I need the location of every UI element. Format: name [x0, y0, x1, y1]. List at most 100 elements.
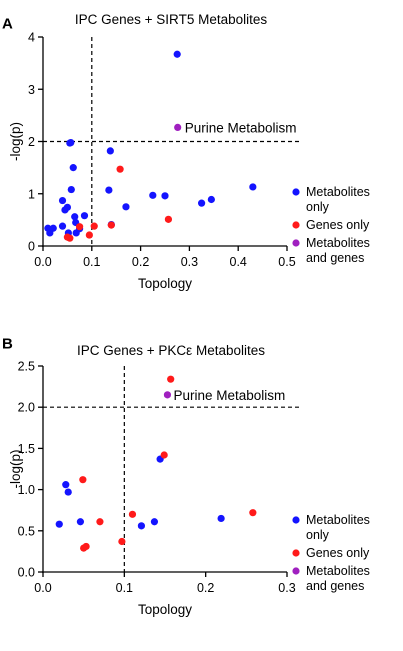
legend-marker [292, 516, 300, 524]
data-point [90, 222, 98, 230]
data-point [96, 518, 104, 526]
data-point [55, 520, 63, 528]
data-point [164, 215, 173, 223]
data-point [118, 537, 126, 546]
x-tick-label: 0.1 [83, 255, 100, 269]
y-tick-label: 3 [28, 83, 35, 97]
panel-label: B [2, 335, 13, 352]
data-point [150, 518, 159, 526]
data-point [79, 476, 87, 484]
data-point [128, 510, 137, 518]
y-tick-label: 2.0 [18, 401, 35, 415]
data-point [66, 234, 74, 242]
data-point [71, 213, 79, 221]
legend-marker [292, 239, 300, 247]
legend-label: Metabolites [306, 185, 370, 199]
y-tick-label: 2 [28, 135, 35, 149]
data-point [58, 222, 67, 230]
panel-label: A [2, 15, 13, 32]
data-point [163, 391, 172, 399]
x-tick-label: 0.5 [278, 255, 295, 269]
data-point [137, 522, 146, 530]
series-both [163, 391, 172, 399]
data-point [49, 224, 57, 232]
y-axis-label: -log(p) [8, 122, 23, 161]
legend-label: only [306, 528, 330, 542]
data-point [63, 203, 71, 211]
legend-label: Metabolites [306, 564, 370, 578]
data-point [76, 518, 85, 526]
data-point [64, 488, 72, 496]
series-genes [63, 165, 173, 242]
data-point [116, 165, 124, 173]
data-point [160, 451, 168, 459]
data-point [207, 195, 215, 204]
y-tick-label: 2.5 [18, 360, 35, 374]
y-axis-label: -log(p) [8, 449, 23, 488]
y-tick-label: 1 [28, 187, 35, 201]
data-point [76, 223, 84, 231]
y-tick-label: 4 [28, 31, 35, 45]
data-point [174, 123, 182, 131]
data-point [161, 192, 169, 200]
legend-marker [292, 567, 300, 575]
y-tick-label: 1.0 [18, 483, 35, 497]
data-point [249, 183, 257, 191]
chart-title: IPC Genes + PKCε Metabolites [77, 343, 265, 358]
data-point [167, 375, 175, 383]
legend-label: Metabolites [306, 236, 370, 250]
panel-b: B IPC Genes + PKCε Metabolites 0.0 0.5 1.0 1.… [2, 335, 370, 617]
data-point [217, 514, 225, 523]
data-point [62, 481, 70, 489]
chart-title: IPC Genes + SIRT5 Metabolites [75, 12, 267, 27]
data-point [82, 542, 90, 551]
data-point [105, 186, 113, 194]
data-point [67, 185, 75, 194]
panel-a: A IPC Genes + SIRT5 Metabolites 0 1 2 3 4 0.0 0.… [2, 12, 370, 291]
series-metabolites [44, 50, 257, 237]
data-point [67, 138, 75, 147]
data-point [58, 196, 67, 205]
data-point [107, 221, 115, 229]
legend-marker [292, 549, 300, 557]
annotation-purine-metabolism: Purine Metabolism [173, 388, 285, 403]
x-axis-label: Topology [138, 276, 192, 291]
x-tick-label: 0.0 [34, 255, 51, 269]
legend-label: only [306, 200, 330, 214]
legend-label: and genes [306, 579, 364, 593]
legend-label: and genes [306, 251, 364, 265]
data-point [80, 212, 89, 220]
series-metabolites [55, 455, 225, 530]
legend-label: Genes only [306, 546, 370, 560]
legend-marker [292, 188, 300, 196]
x-tick-label: 0.4 [230, 255, 247, 269]
data-point [85, 231, 93, 239]
y-tick-label: 0.5 [18, 524, 35, 538]
data-point [106, 147, 114, 155]
legend-marker [292, 221, 300, 229]
legend-label: Metabolites [306, 513, 370, 527]
y-tick-label: 0.0 [18, 566, 35, 580]
series-genes [79, 375, 257, 552]
legend-label: Genes only [306, 218, 370, 232]
y-tick-label: 1.5 [18, 442, 35, 456]
annotation-purine-metabolism: Purine Metabolism [185, 120, 297, 135]
x-tick-label: 0.3 [181, 255, 198, 269]
data-point [149, 191, 157, 199]
x-tick-label: 0.3 [278, 581, 295, 595]
x-tick-label: 0.2 [132, 255, 149, 269]
data-point [198, 199, 206, 207]
series-both [174, 123, 182, 131]
data-point [69, 164, 77, 172]
data-point [249, 509, 257, 517]
x-tick-label: 0.2 [197, 581, 214, 595]
data-point [173, 50, 181, 58]
data-point [122, 203, 130, 211]
x-tick-label: 0.1 [116, 581, 133, 595]
x-axis-label: Topology [138, 602, 192, 617]
y-tick-label: 0 [28, 240, 35, 254]
x-tick-label: 0.0 [34, 581, 51, 595]
